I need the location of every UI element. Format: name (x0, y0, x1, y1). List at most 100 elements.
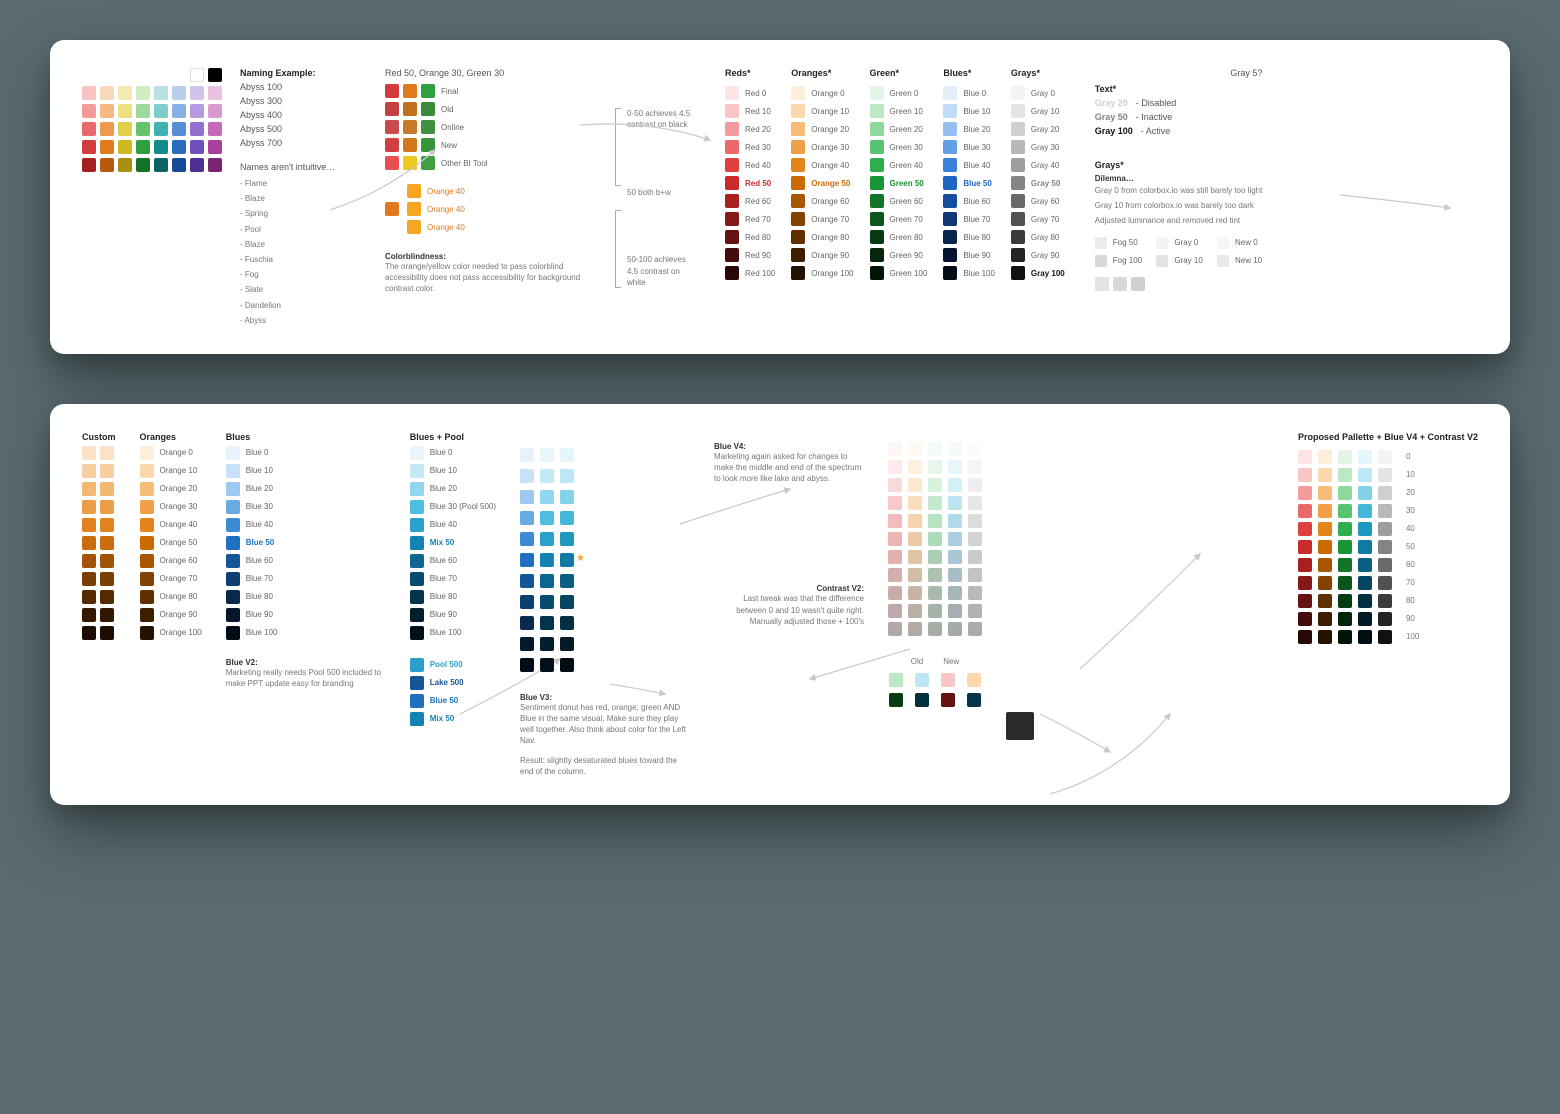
swatch (100, 518, 114, 532)
swatch (540, 553, 554, 567)
swatch (948, 604, 962, 618)
swatch (870, 104, 884, 118)
swatch (100, 140, 114, 154)
swatch (410, 658, 424, 672)
swatch (1378, 504, 1392, 518)
swatch (888, 496, 902, 510)
blue-compare: ★ Blue V3: Sentiment donut has red, oran… (520, 448, 690, 777)
faded-grid: Old New (888, 442, 982, 707)
swatch (908, 568, 922, 582)
swatch (560, 490, 574, 504)
swatch (82, 608, 96, 622)
swatch (410, 694, 424, 708)
swatch (385, 138, 399, 152)
card-bottom: Custom Oranges Orange 0Orange 10Orange 2… (50, 404, 1510, 805)
swatch (560, 595, 574, 609)
swatch (560, 532, 574, 546)
swatch (100, 500, 114, 514)
swatch (870, 194, 884, 208)
swatch (190, 140, 204, 154)
names-note-title: Names aren't intuitive… (240, 162, 350, 172)
swatch (421, 138, 435, 152)
swatch (410, 500, 424, 514)
swatch (421, 120, 435, 134)
swatch (136, 158, 150, 172)
swatch (928, 568, 942, 582)
swatch (941, 673, 955, 687)
swatch (560, 574, 574, 588)
swatch (725, 194, 739, 208)
swatch (908, 604, 922, 618)
swatch (403, 102, 417, 116)
swatch (725, 266, 739, 280)
ramps-block: Reds*Red 0Red 10Red 20Red 30Red 40Red 50… (725, 68, 1065, 280)
swatch (1156, 237, 1168, 249)
swatch (870, 86, 884, 100)
swatch (410, 464, 424, 478)
swatch (968, 478, 982, 492)
swatch (1095, 277, 1109, 291)
swatch (791, 176, 805, 190)
swatch (540, 574, 554, 588)
swatch (410, 676, 424, 690)
swatch (1318, 630, 1332, 644)
swatch (968, 496, 982, 510)
swatch (908, 442, 922, 456)
swatch (118, 104, 132, 118)
swatch (82, 104, 96, 118)
swatch (100, 572, 114, 586)
swatch (791, 194, 805, 208)
swatch (100, 86, 114, 100)
swatch (140, 482, 154, 496)
swatch (136, 86, 150, 100)
swatch (520, 532, 534, 546)
colorblind-body: The orange/yellow color needed to pass c… (385, 261, 585, 295)
swatch (888, 460, 902, 474)
swatch (410, 572, 424, 586)
swatch (1358, 540, 1372, 554)
swatch (100, 608, 114, 622)
swatch (1358, 504, 1372, 518)
swatch (226, 572, 240, 586)
swatch (1378, 630, 1392, 644)
swatch (1011, 140, 1025, 154)
swatch (1358, 522, 1372, 536)
swatch (1113, 277, 1127, 291)
swatch (943, 248, 957, 262)
swatch (154, 122, 168, 136)
swatch (967, 673, 981, 687)
swatch (948, 550, 962, 564)
swatch (889, 693, 903, 707)
swatch (948, 478, 962, 492)
swatch (968, 514, 982, 528)
swatch (943, 212, 957, 226)
swatch (1358, 612, 1372, 626)
swatch (407, 184, 421, 198)
swatch (1011, 158, 1025, 172)
swatch (540, 595, 554, 609)
swatch (421, 84, 435, 98)
swatch (725, 176, 739, 190)
swatch (791, 122, 805, 136)
swatch (888, 622, 902, 636)
swatch (888, 604, 902, 618)
swatch (1358, 630, 1372, 644)
swatch (725, 122, 739, 136)
swatch (520, 511, 534, 525)
swatch (560, 469, 574, 483)
swatch (140, 518, 154, 532)
swatch (385, 102, 399, 116)
custom-col: Custom (82, 432, 116, 640)
swatch (421, 102, 435, 116)
swatch (943, 194, 957, 208)
swatch (1011, 194, 1025, 208)
swatch (410, 482, 424, 496)
swatch (725, 212, 739, 226)
swatch (1318, 486, 1332, 500)
swatch (928, 622, 942, 636)
swatch (1298, 630, 1312, 644)
swatch (948, 586, 962, 600)
swatch (968, 532, 982, 546)
swatch (82, 446, 96, 460)
swatch (520, 553, 534, 567)
